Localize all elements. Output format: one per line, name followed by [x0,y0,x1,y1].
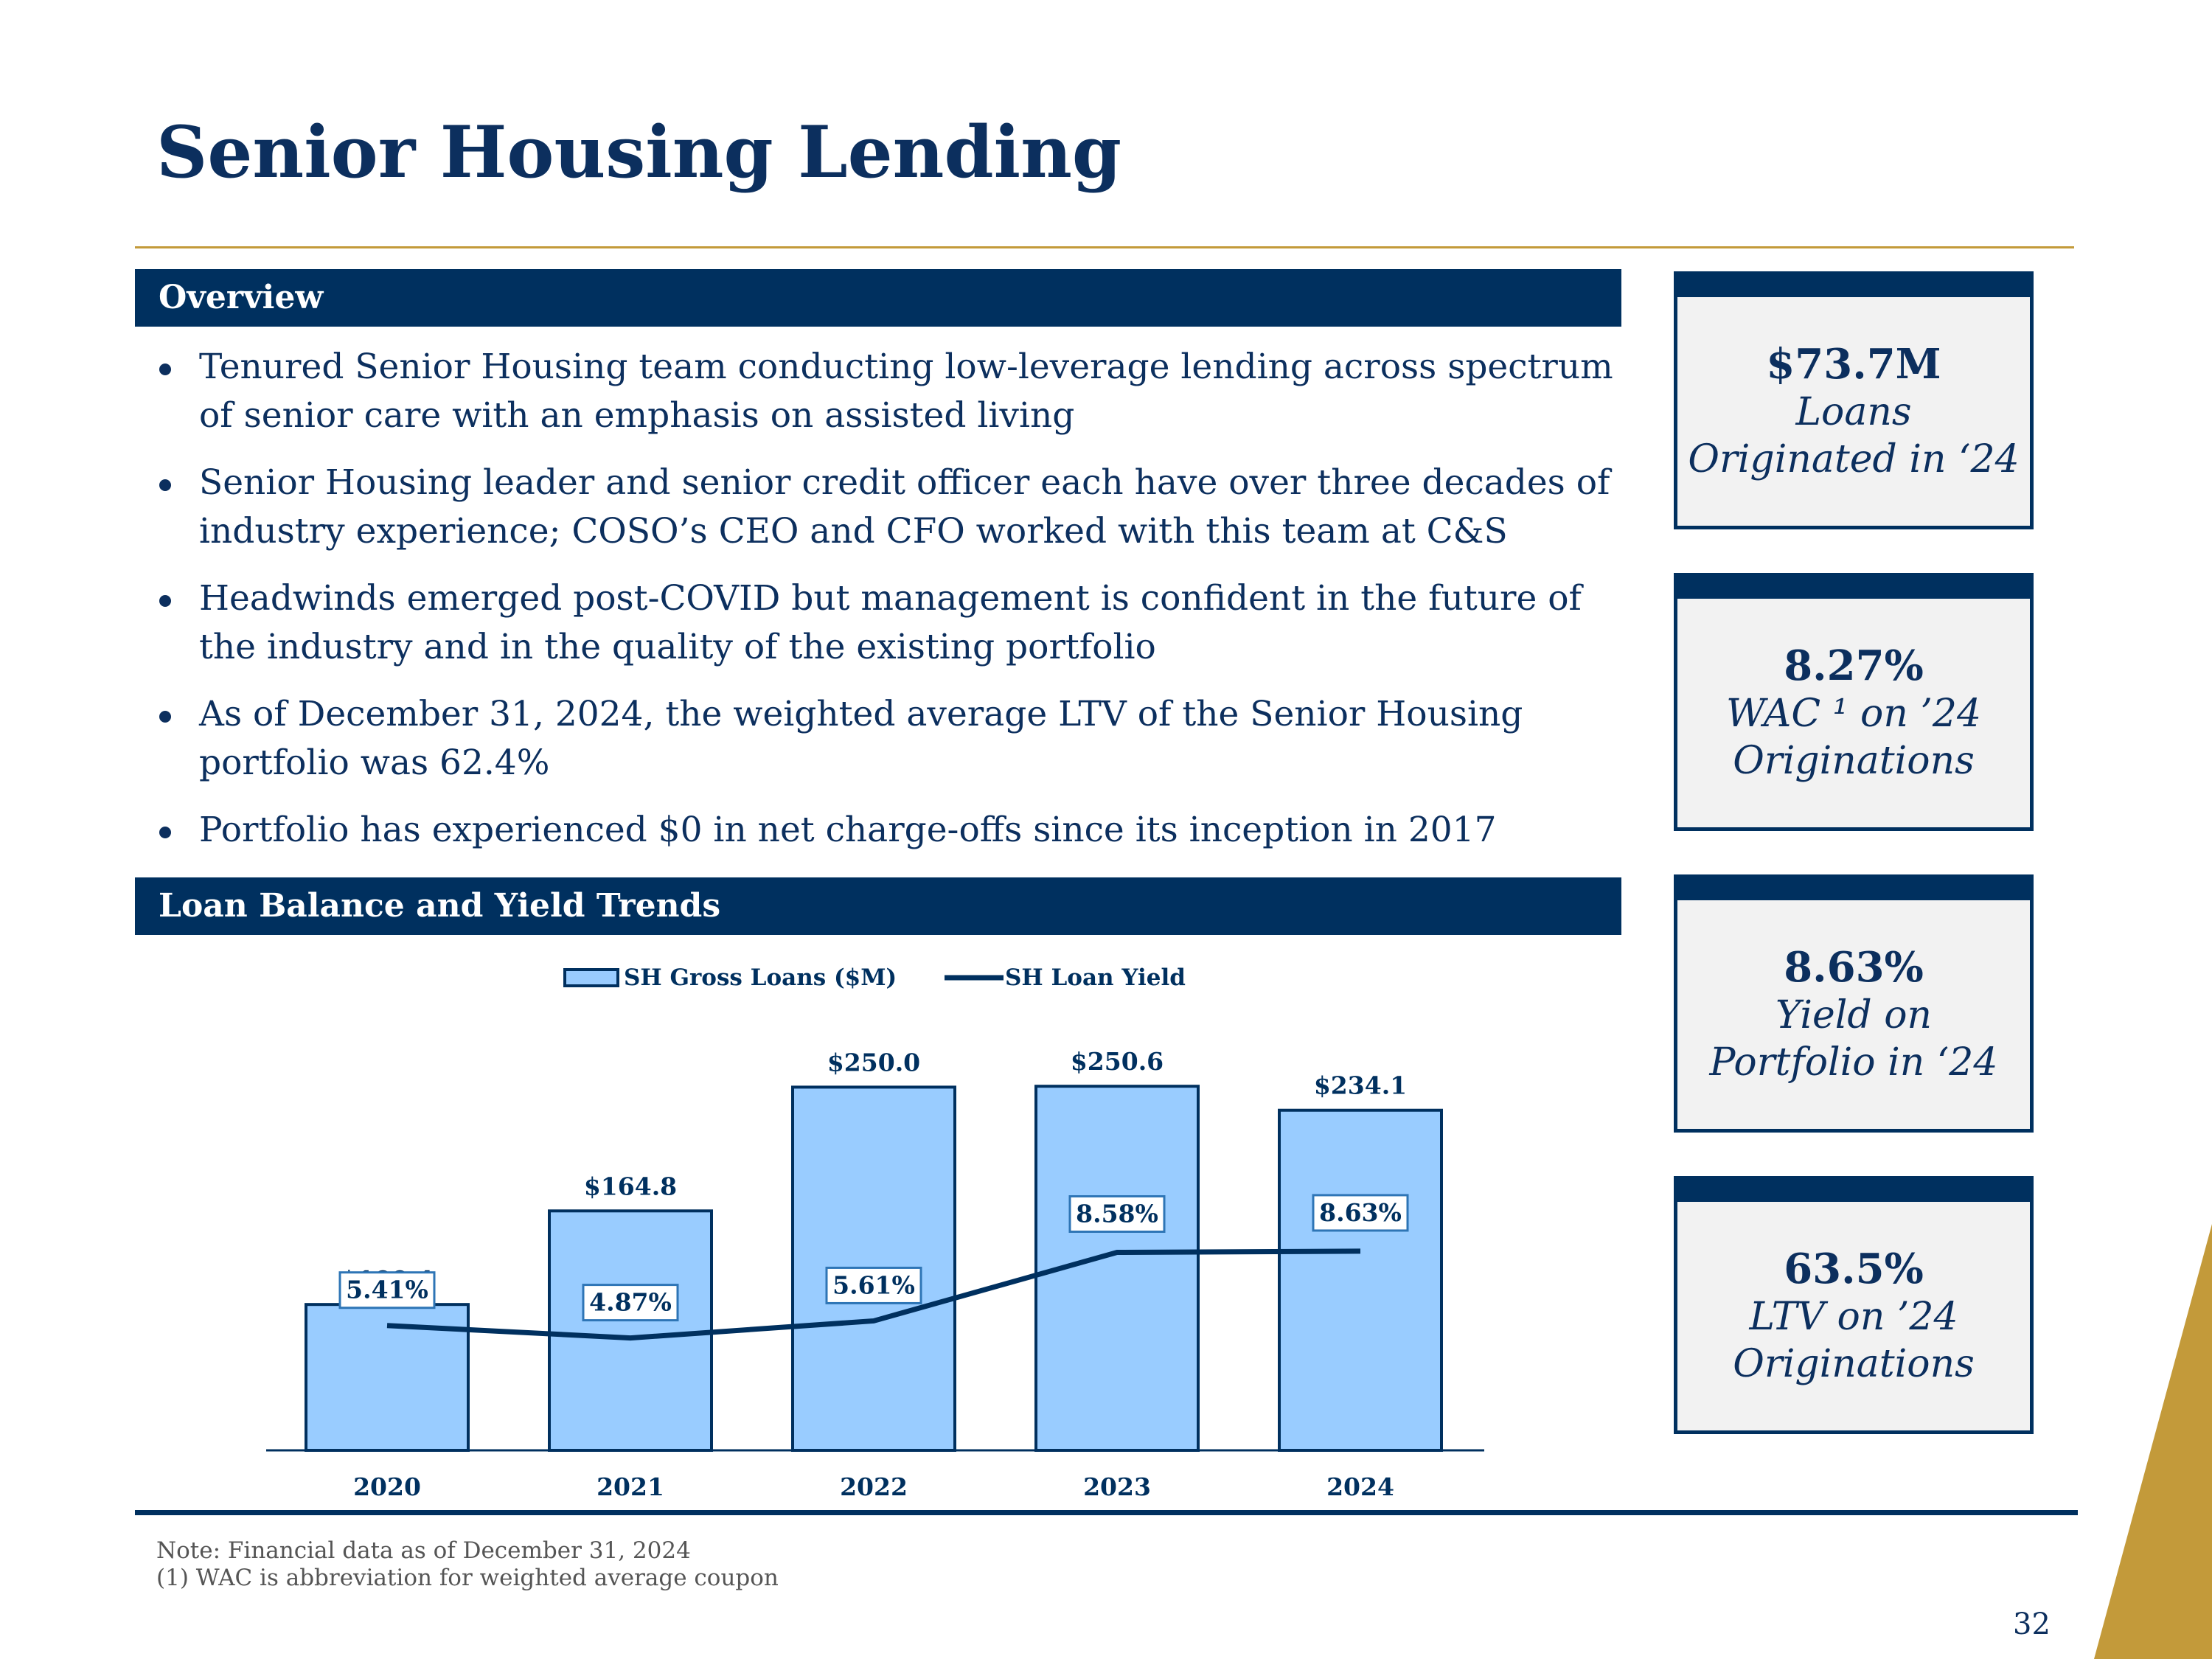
footer-divider [135,1510,2078,1515]
legend-label-bars: SH Gross Loans ($M) [624,964,897,991]
yield-label-2020: 5.41% [346,1276,428,1304]
bullet-text: Senior Housing leader and senior credit … [199,462,1610,552]
bullet-dot-icon [159,479,171,491]
bar-label-2024: $234.1 [1314,1071,1407,1100]
bullet-text: Headwinds emerged post-COVID but managem… [199,578,1582,667]
title-divider [135,246,2074,248]
bullet-item: As of December 31, 2024, the weighted av… [156,690,1616,787]
yield-label-box-2023 [1068,1194,1166,1233]
bar-label-2023: $250.6 [1071,1047,1164,1076]
stat-value: 63.5% [1784,1245,1924,1293]
footnote-note: Note: Financial data as of December 31, … [156,1537,691,1564]
bullet-dot-icon [159,711,171,723]
loan-balance-yield-chart: SH Gross Loans ($M)SH Loan Yield$100.420… [135,951,1621,1519]
stat-label: Originated in ‘24 [1688,437,2020,481]
yield-line [386,1248,1361,1341]
stat-label: Originations [1733,739,1975,783]
bullet-dot-icon [159,827,171,838]
bullet-text: Tenured Senior Housing team conducting l… [199,347,1613,436]
overview-header: Overview [135,269,1621,327]
stat-card-yield: 8.63% Yield on Portfolio in ‘24 [1674,874,2034,1133]
yield-label-box-2021 [582,1284,679,1322]
footnote-1: (1) WAC is abbreviation for weighted ave… [156,1565,779,1591]
stat-card-wac: 8.27% WAC ¹ on ’24 Originations [1674,573,2034,831]
bar-2021 [548,1209,713,1452]
bullet-text: Portfolio has experienced $0 in net char… [199,810,1497,850]
bar-label-2021: $164.8 [584,1172,677,1200]
yield-label-2021: 4.87% [589,1288,672,1317]
bar-label-2022: $250.0 [827,1048,920,1077]
stat-label: Loans [1795,390,1912,434]
bullet-item: Headwinds emerged post-COVID but managem… [156,574,1616,672]
yield-label-2023: 8.58% [1076,1199,1158,1228]
yield-label-box-2024 [1312,1194,1409,1232]
legend-swatch-bars [563,968,619,987]
bar-2024 [1278,1108,1443,1452]
bullet-dot-icon [159,595,171,607]
gold-triangle [2094,1224,2212,1659]
x-tick-2021: 2021 [597,1472,664,1501]
bullet-text: As of December 31, 2024, the weighted av… [199,694,1523,783]
stat-label: Portfolio in ‘24 [1709,1040,1998,1085]
page-number: 32 [2013,1607,2051,1641]
stat-card-ltv: 63.5% LTV on ’24 Originations [1674,1176,2034,1434]
stat-value: $73.7M [1766,340,1941,389]
bullet-item: Senior Housing leader and senior credit … [156,459,1616,556]
yield-label-2022: 5.61% [832,1270,915,1299]
x-tick-2020: 2020 [353,1472,421,1501]
stat-card-loans-originated: $73.7M Loans Originated in ‘24 [1674,271,2034,529]
x-tick-2024: 2024 [1326,1472,1394,1501]
stat-label: Originations [1733,1342,1975,1386]
yield-label-2024: 8.63% [1319,1198,1402,1227]
bullet-item: Portfolio has experienced $0 in net char… [156,806,1616,855]
yield-label-box-2022 [825,1266,922,1304]
stat-label: LTV on ’24 [1749,1295,1958,1339]
stat-label: Yield on [1775,993,1933,1037]
yield-label-box-2020 [338,1271,436,1310]
stat-value: 8.27% [1784,641,1924,690]
bullet-item: Tenured Senior Housing team conducting l… [156,343,1616,440]
x-tick-2022: 2022 [840,1472,908,1501]
chart-svg: SH Gross Loans ($M)SH Loan Yield$100.420… [266,964,1484,1501]
stat-card-cap [1677,577,2030,599]
x-tick-2023: 2023 [1083,1472,1151,1501]
stat-value: 8.63% [1784,943,1924,992]
stat-card-cap [1677,1180,2030,1202]
stat-label: WAC ¹ on ’24 [1725,692,1982,736]
stat-card-cap [1677,878,2030,900]
stat-card-cap [1677,275,2030,297]
overview-bullets: Tenured Senior Housing team conducting l… [156,343,1616,873]
bullet-dot-icon [159,364,171,375]
legend-label-line: SH Loan Yield [1005,964,1186,991]
page-title: Senior Housing Lending [156,111,1121,194]
trends-header: Loan Balance and Yield Trends [135,877,1621,935]
